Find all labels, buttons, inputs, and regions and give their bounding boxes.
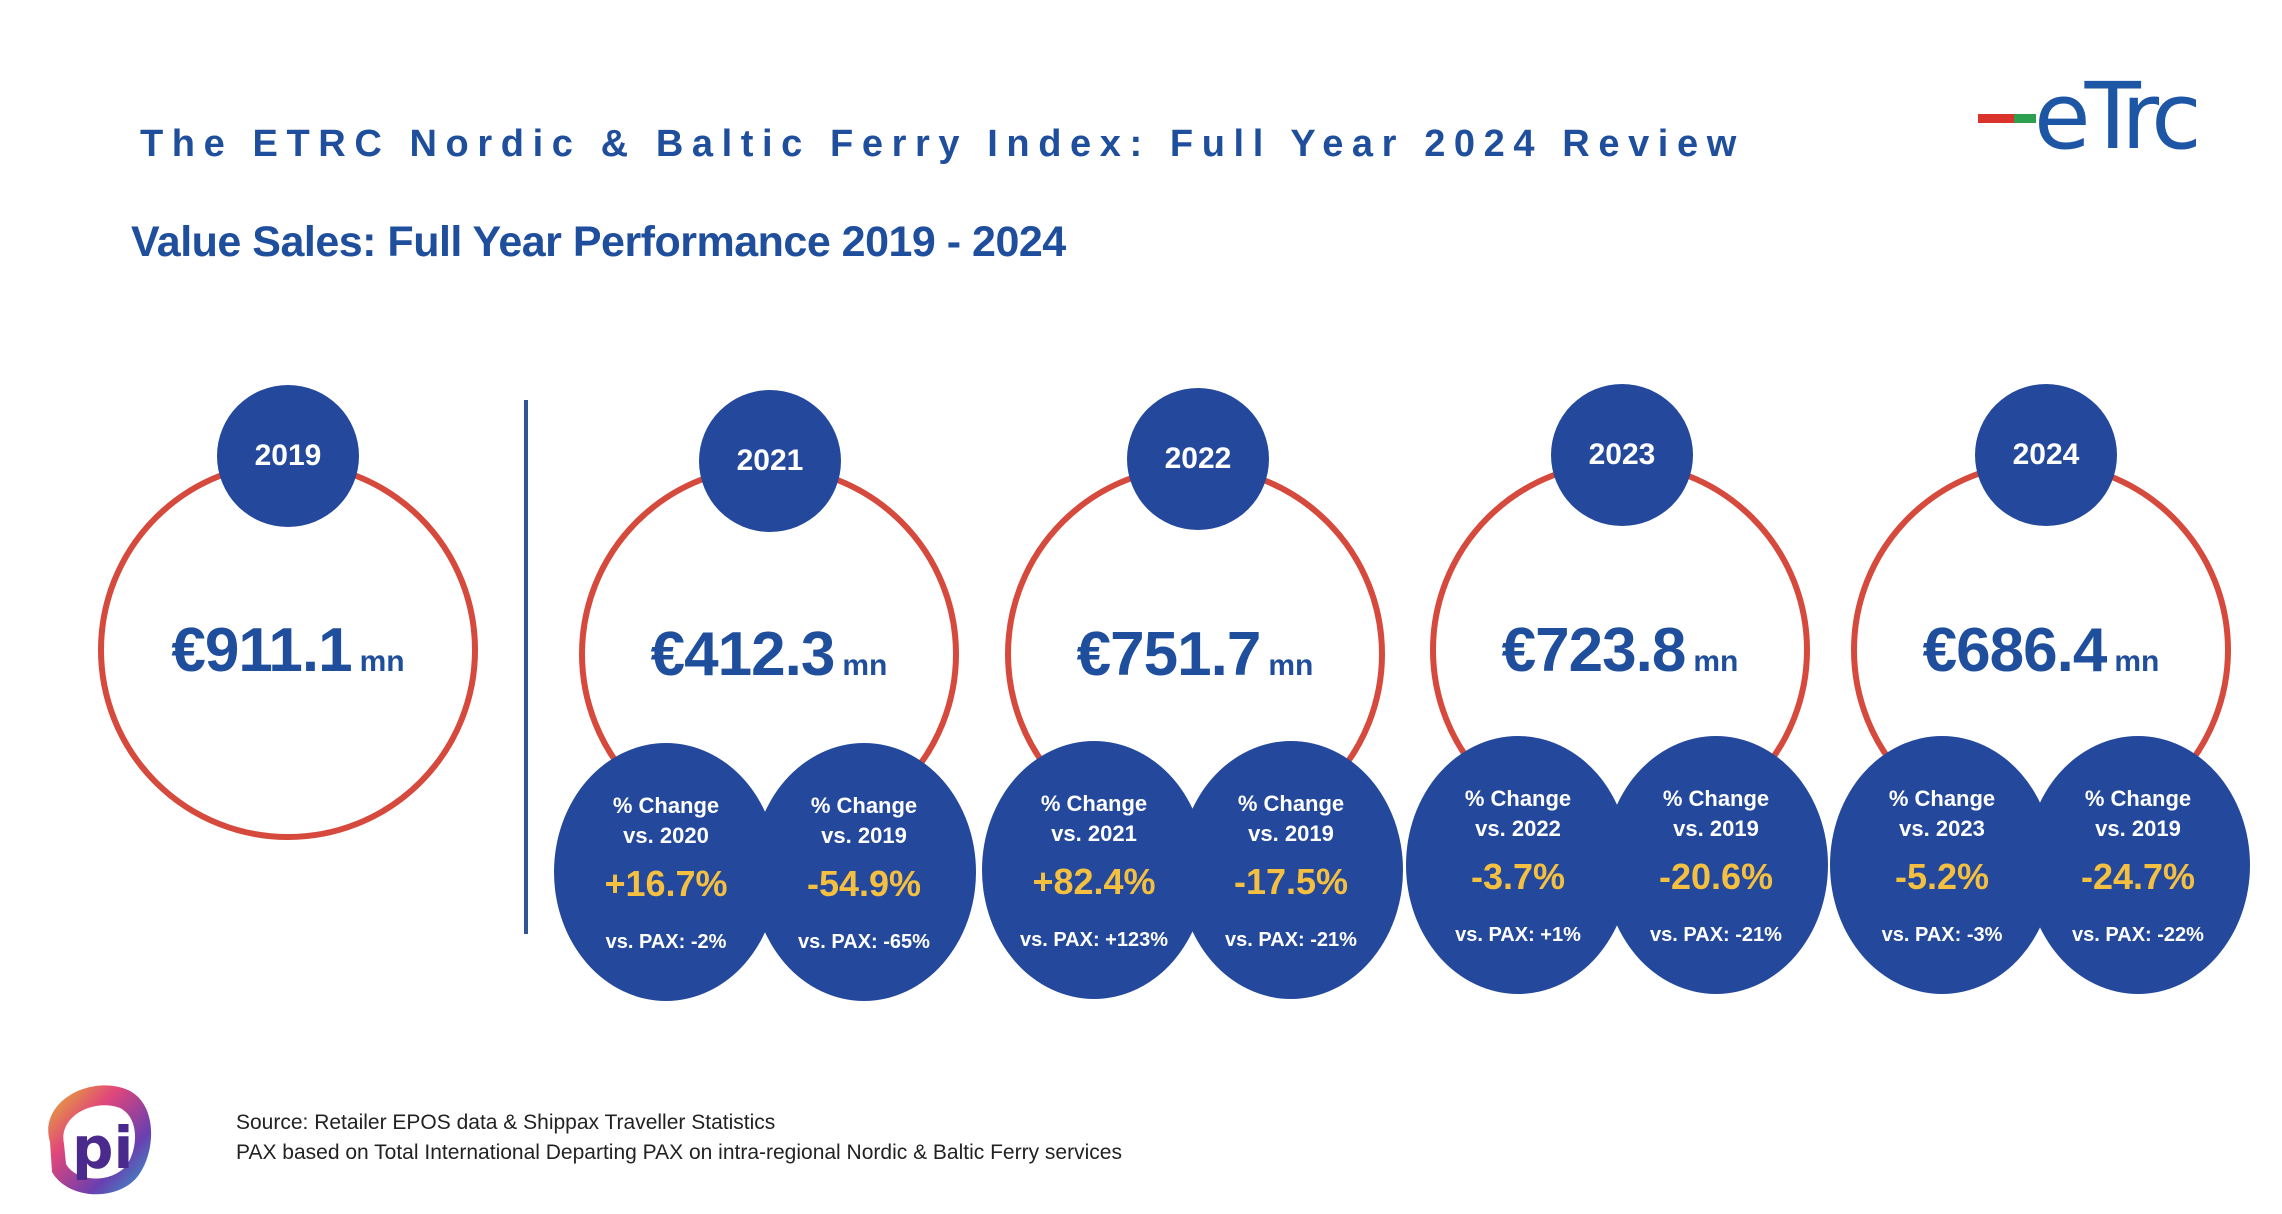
change-percent: -3.7% xyxy=(1470,856,1566,897)
value-number: €412.3 xyxy=(650,620,836,689)
value-unit: mn xyxy=(2114,645,2160,678)
change-bubble-vs-2023: % Change vs. 2023 -5.2% vs. PAX: -3% xyxy=(1830,736,2054,994)
change-label: % Change vs. 2021 xyxy=(1040,791,1148,846)
change-percent: -20.6% xyxy=(1658,856,1774,897)
value-number: €723.8 xyxy=(1501,616,1687,685)
source-note: Source: Retailer EPOS data & Shippax Tra… xyxy=(236,1108,1122,1168)
sales-value: €686.4 mn xyxy=(1857,615,2225,686)
etrc-logo: eTrc xyxy=(1978,70,2202,160)
pax-note: PAX based on Total International Departi… xyxy=(236,1141,1122,1164)
value-unit: mn xyxy=(359,645,405,678)
year-badge: 2022 xyxy=(1127,388,1269,530)
change-percent: +82.4% xyxy=(1032,861,1156,902)
change-bubble-vs-2021: % Change vs. 2021 +82.4% vs. PAX: +123% xyxy=(982,741,1206,999)
pi-logo: pi xyxy=(48,1085,152,1195)
logo-red-dash xyxy=(1978,114,2014,123)
change-percent: -17.5% xyxy=(1233,861,1349,902)
pax-change: vs. PAX: -21% xyxy=(1225,929,1357,951)
value-number: €751.7 xyxy=(1076,620,1262,689)
change-label: % Change vs. 2019 xyxy=(2084,786,2192,841)
change-label: % Change vs. 2019 xyxy=(810,793,918,848)
sales-value: €751.7 mn xyxy=(1011,619,1379,690)
divider-line xyxy=(524,400,528,934)
pax-change: vs. PAX: -22% xyxy=(2072,924,2204,946)
change-percent: -5.2% xyxy=(1894,856,1990,897)
change-label: % Change vs. 2019 xyxy=(1237,791,1345,846)
year-badge: 2023 xyxy=(1551,384,1693,526)
change-label: % Change vs. 2019 xyxy=(1662,786,1770,841)
change-bubble-vs-2019: % Change vs. 2019 -20.6% vs. PAX: -21% xyxy=(1604,736,1828,994)
pax-change: vs. PAX: -21% xyxy=(1650,924,1782,946)
pax-change: vs. PAX: -3% xyxy=(1881,924,2003,946)
pax-change: vs. PAX: -65% xyxy=(798,931,930,953)
change-percent: -24.7% xyxy=(2080,856,2196,897)
change-bubble-vs-2019: % Change vs. 2019 -24.7% vs. PAX: -22% xyxy=(2026,736,2250,994)
sales-value: €723.8 mn xyxy=(1436,615,1804,686)
value-unit: mn xyxy=(1268,649,1314,682)
source-line: Source: Retailer EPOS data & Shippax Tra… xyxy=(236,1111,776,1134)
sales-value: €911.1 mn xyxy=(104,615,472,686)
sales-value: €412.3 mn xyxy=(585,619,953,690)
logo-green-dash xyxy=(2014,114,2036,123)
change-label: % Change vs. 2022 xyxy=(1464,786,1572,841)
change-bubble-vs-2019: % Change vs. 2019 -17.5% vs. PAX: -21% xyxy=(1179,741,1403,999)
page-subtitle: Value Sales: Full Year Performance 2019 … xyxy=(131,218,1066,266)
pi-logo-text: pi xyxy=(72,1114,133,1182)
change-percent: -54.9% xyxy=(806,863,922,904)
change-label: % Change vs. 2023 xyxy=(1888,786,1996,841)
change-bubble-vs-2020: % Change vs. 2020 +16.7% vs. PAX: -2% xyxy=(554,743,778,1001)
logo-text: eTrc xyxy=(2034,70,2196,160)
change-bubble-vs-2019: % Change vs. 2019 -54.9% vs. PAX: -65% xyxy=(752,743,976,1001)
value-unit: mn xyxy=(1693,645,1739,678)
pax-change: vs. PAX: +1% xyxy=(1455,924,1581,946)
year-badge: 2021 xyxy=(699,390,841,532)
value-unit: mn xyxy=(842,649,888,682)
pax-change: vs. PAX: -2% xyxy=(605,931,727,953)
change-label: % Change vs. 2020 xyxy=(612,793,720,848)
page-title: The ETRC Nordic & Baltic Ferry Index: Fu… xyxy=(140,123,1745,165)
value-number: €911.1 xyxy=(171,616,352,685)
change-percent: +16.7% xyxy=(604,863,728,904)
year-badge: 2024 xyxy=(1975,384,2117,526)
change-bubble-vs-2022: % Change vs. 2022 -3.7% vs. PAX: +1% xyxy=(1406,736,1630,994)
value-number: €686.4 xyxy=(1922,616,2108,685)
year-badge: 2019 xyxy=(217,385,359,527)
pax-change: vs. PAX: +123% xyxy=(1019,929,1169,951)
